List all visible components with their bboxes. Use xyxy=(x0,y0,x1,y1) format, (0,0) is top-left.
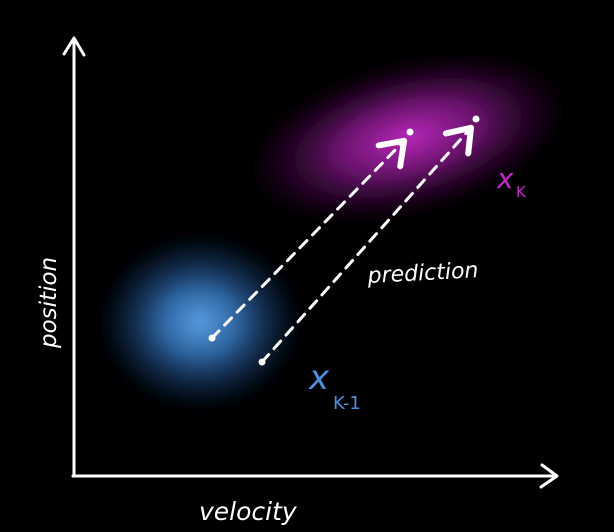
x-axis-arrow-icon xyxy=(539,463,559,489)
prediction-end-point-lower xyxy=(472,115,480,123)
current-state-symbol: x xyxy=(496,162,514,195)
previous-state-subscript: K-1 xyxy=(333,393,361,414)
prediction-arrow-lower xyxy=(260,124,474,364)
prediction-arrow-upper xyxy=(210,137,408,340)
y-axis-label: position xyxy=(36,257,62,349)
current-state-label: x K xyxy=(496,162,527,201)
y-axis-arrow-icon xyxy=(62,36,86,57)
x-axis-label: velocity xyxy=(199,497,298,526)
prediction-arrows xyxy=(208,115,480,366)
current-state-subscript: K xyxy=(516,183,527,201)
current-state-distribution xyxy=(237,47,579,229)
axes xyxy=(62,36,559,489)
previous-state-distribution xyxy=(90,227,310,417)
prediction-label: prediction xyxy=(366,258,479,289)
previous-state-symbol: x xyxy=(308,358,330,398)
prediction-end-point-upper xyxy=(406,128,414,136)
prediction-start-point-lower xyxy=(258,358,266,366)
prediction-start-point-upper xyxy=(208,334,216,342)
previous-state-label: x K-1 xyxy=(308,358,361,414)
